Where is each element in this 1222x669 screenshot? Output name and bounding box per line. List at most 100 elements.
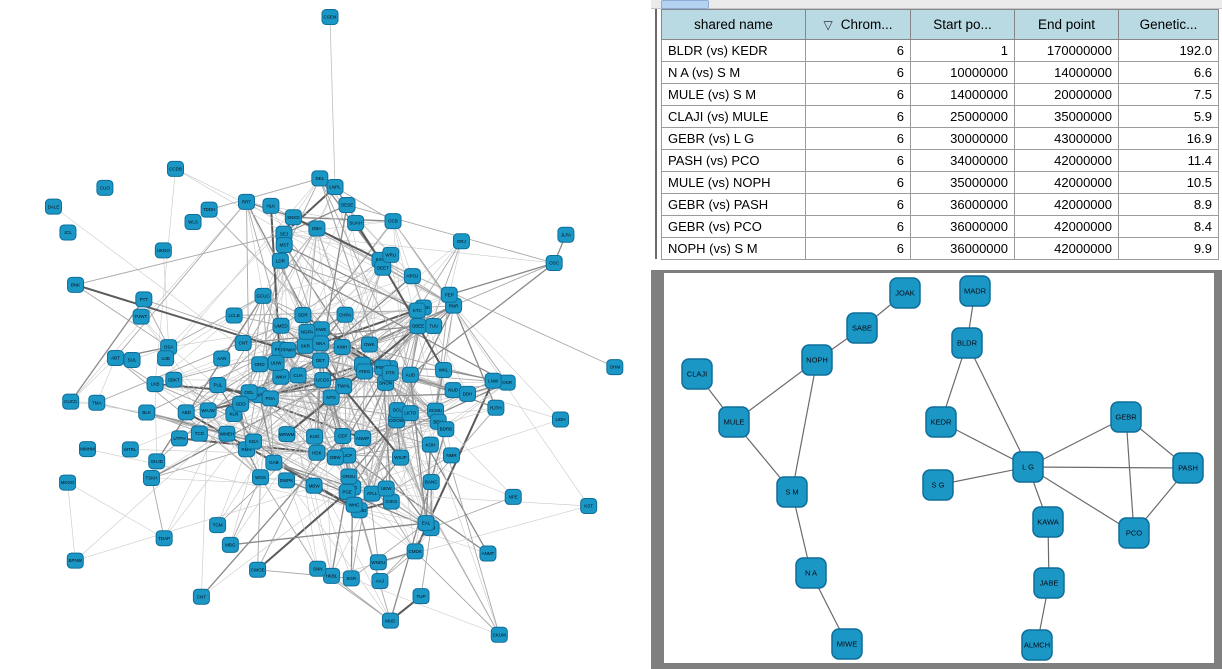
node-shape[interactable] (312, 335, 330, 352)
cell-chromosome[interactable]: 6 (805, 171, 911, 194)
cell-chromosome[interactable]: 6 (805, 39, 911, 62)
node-shape[interactable] (154, 242, 172, 259)
node-shape[interactable] (135, 291, 153, 308)
node-shape[interactable] (78, 441, 96, 458)
node-shape[interactable] (504, 488, 522, 505)
graph-node[interactable]: MMHM (78, 441, 96, 458)
graph-node[interactable]: DBW (326, 449, 344, 466)
graph-node[interactable]: UMED (272, 317, 290, 334)
graph-node[interactable]: PTT (135, 291, 153, 308)
graph-node[interactable]: SGR (342, 570, 360, 587)
graph-node[interactable]: TWHL (335, 378, 353, 395)
node-shape[interactable] (314, 372, 332, 389)
node-shape[interactable] (421, 436, 439, 453)
table-row[interactable]: GEBR (vs) PASH 6 36000000 42000000 8.9 (661, 193, 1219, 216)
graph-node[interactable]: UCGS (314, 372, 332, 389)
graph-node[interactable]: KUG (306, 428, 324, 445)
graph-node[interactable]: MTRL (121, 441, 139, 458)
node-shape[interactable] (308, 220, 326, 237)
node-shape[interactable] (261, 390, 279, 407)
node-shape[interactable] (311, 170, 329, 187)
graph-node[interactable]: ANMT (479, 545, 497, 562)
graph-node[interactable]: OWK (360, 336, 378, 353)
cell-genetic[interactable]: 10.5 (1118, 171, 1219, 194)
node-shape[interactable] (96, 179, 114, 196)
graph-node[interactable]: GCUC (254, 287, 272, 304)
node-shape[interactable] (347, 214, 365, 231)
cell-genetic[interactable]: 6.6 (1118, 61, 1219, 84)
node-shape[interactable] (458, 385, 476, 402)
node-shape[interactable] (234, 335, 252, 352)
node-shape[interactable] (401, 405, 419, 422)
cell-shared-name[interactable]: MULE (vs) NOPH (661, 171, 806, 194)
graph-node[interactable]: WAJW (199, 402, 217, 419)
graph-node[interactable]: PPWH (279, 342, 297, 359)
node-shape[interactable] (272, 317, 290, 334)
node-shape[interactable] (889, 277, 921, 309)
node-shape[interactable] (681, 358, 713, 390)
node-shape[interactable] (279, 342, 297, 359)
graph-node[interactable]: POA (261, 390, 279, 407)
node-shape[interactable] (44, 198, 62, 215)
node-shape[interactable] (251, 469, 269, 486)
node-shape[interactable] (922, 469, 954, 501)
cell-end[interactable]: 170000000 (1014, 39, 1119, 62)
node-shape[interactable] (408, 302, 426, 319)
node-shape[interactable] (192, 588, 210, 605)
cell-end[interactable]: 42000000 (1014, 193, 1119, 216)
graph-node[interactable]: CUCC (62, 393, 80, 410)
node-shape[interactable] (338, 197, 356, 214)
node-shape[interactable] (1021, 629, 1053, 661)
node-shape[interactable] (340, 468, 358, 485)
cell-start[interactable]: 36000000 (910, 193, 1015, 216)
node-shape[interactable] (232, 395, 250, 412)
graph-node[interactable]: UKDO (154, 242, 172, 259)
graph-node[interactable]: MBW (305, 477, 323, 494)
graph-node-JOAK[interactable]: JOAK (889, 277, 921, 309)
node-shape[interactable] (354, 430, 372, 447)
graph-node[interactable]: RJTH (487, 399, 505, 416)
node-shape[interactable] (308, 444, 326, 461)
node-shape[interactable] (384, 213, 402, 230)
node-shape[interactable] (479, 545, 497, 562)
graph-node[interactable]: KOH (421, 436, 439, 453)
graph-node[interactable]: WHC (345, 496, 363, 513)
graph-node[interactable]: CWOE (249, 561, 267, 578)
cell-genetic[interactable]: 11.4 (1118, 149, 1219, 172)
node-shape[interactable] (67, 276, 85, 293)
node-shape[interactable] (213, 350, 231, 367)
graph-node[interactable]: CUO (96, 179, 114, 196)
graph-node-NA[interactable]: N A (795, 557, 827, 589)
graph-node[interactable]: CKUM (490, 626, 508, 643)
cell-shared-name[interactable]: GEBR (vs) L G (661, 127, 806, 150)
graph-node[interactable]: TDAP (155, 530, 173, 547)
table-row[interactable]: BLDR (vs) KEDR 6 1 170000000 192.0 (661, 39, 1219, 62)
graph-node[interactable]: DET (312, 352, 330, 369)
node-shape[interactable] (322, 389, 340, 406)
graph-node[interactable]: UOH (551, 411, 569, 428)
graph-node[interactable]: WRU (382, 246, 400, 263)
graph-node[interactable]: JLPA (557, 226, 575, 243)
cell-start[interactable]: 25000000 (910, 105, 1015, 128)
node-shape[interactable] (425, 317, 443, 334)
graph-node-PCO[interactable]: PCO (1118, 517, 1150, 549)
graph-node[interactable]: NUD (444, 382, 462, 399)
graph-node[interactable]: CHPA (336, 306, 354, 323)
node-shape[interactable] (1118, 517, 1150, 549)
cell-shared-name[interactable]: N A (vs) S M (661, 61, 806, 84)
cell-chromosome[interactable]: 6 (805, 215, 911, 238)
graph-node[interactable]: AUD (401, 366, 419, 383)
node-shape[interactable] (925, 406, 957, 438)
graph-node[interactable]: CMDK (406, 543, 424, 560)
table-row[interactable]: CLAJI (vs) MULE 6 25000000 35000000 5.9 (661, 105, 1219, 128)
graph-node[interactable]: LNPL (326, 179, 344, 195)
node-shape[interactable] (209, 377, 227, 394)
cell-genetic[interactable]: 16.9 (1118, 127, 1219, 150)
node-shape[interactable] (88, 394, 106, 411)
node-shape[interactable] (284, 209, 302, 226)
node-shape[interactable] (551, 411, 569, 428)
node-shape[interactable] (1033, 567, 1065, 599)
node-shape[interactable] (62, 393, 80, 410)
graph-node[interactable]: TUU (425, 317, 443, 334)
node-shape[interactable] (225, 307, 243, 324)
